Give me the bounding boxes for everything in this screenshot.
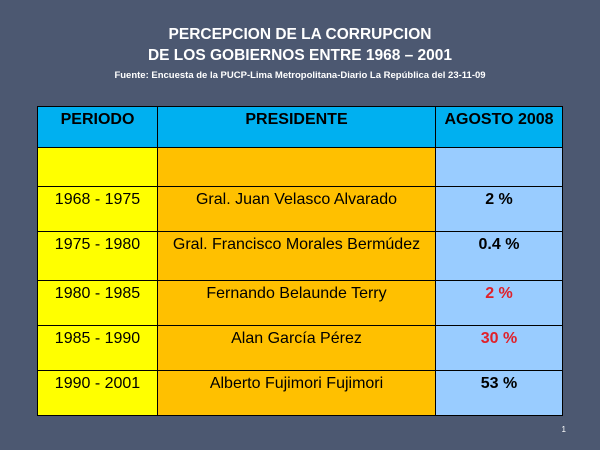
cell-period: 1968 - 1975	[37, 186, 158, 232]
title-line-2: DE LOS GOBIERNOS ENTRE 1968 – 2001	[147, 47, 453, 64]
title-line-1: PERCEPCION DE LA CORRUPCION	[168, 26, 432, 43]
header-row: PERIODO PRESIDENTE AGOSTO 2008	[37, 106, 563, 148]
table-row: 1985 - 1990 Alan García Pérez 30 %	[37, 325, 563, 371]
cell-value-highlight: 2 %	[435, 280, 563, 326]
cell-period: 1975 - 1980	[37, 231, 158, 281]
table-row: 1980 - 1985 Fernando Belaunde Terry 2 %	[37, 280, 563, 326]
cell-president: Fernando Belaunde Terry	[157, 280, 436, 326]
slide-title: PERCEPCION DE LA CORRUPCION DE LOS GOBIE…	[0, 24, 600, 66]
cell-value: 53 %	[435, 370, 563, 416]
cell-value: 0.4 %	[435, 231, 563, 281]
cell-value-highlight: 30 %	[435, 325, 563, 371]
cell-president-empty	[157, 147, 436, 187]
source-note: Fuente: Encuesta de la PUCP-Lima Metropo…	[114, 70, 486, 81]
table-row: 1975 - 1980 Gral. Francisco Morales Berm…	[37, 231, 563, 281]
table-row: 1968 - 1975 Gral. Juan Velasco Alvarado …	[37, 186, 563, 232]
table-row-empty	[37, 147, 563, 187]
cell-president: Alan García Pérez	[157, 325, 436, 371]
cell-period-empty	[37, 147, 158, 187]
cell-period: 1980 - 1985	[37, 280, 158, 326]
cell-period: 1990 - 2001	[37, 370, 158, 416]
corruption-table: PERIODO PRESIDENTE AGOSTO 2008 1968 - 19…	[37, 106, 563, 416]
cell-period: 1985 - 1990	[37, 325, 158, 371]
cell-president: Gral. Francisco Morales Bermúdez	[157, 231, 436, 281]
header-value: AGOSTO 2008	[435, 106, 563, 148]
cell-president: Gral. Juan Velasco Alvarado	[157, 186, 436, 232]
header-president: PRESIDENTE	[157, 106, 436, 148]
header-period: PERIODO	[37, 106, 158, 148]
cell-value: 2 %	[435, 186, 563, 232]
cell-value-empty	[435, 147, 563, 187]
cell-president: Alberto Fujimori Fujimori	[157, 370, 436, 416]
page-number: 1	[561, 425, 566, 434]
table-row: 1990 - 2001 Alberto Fujimori Fujimori 53…	[37, 370, 563, 416]
